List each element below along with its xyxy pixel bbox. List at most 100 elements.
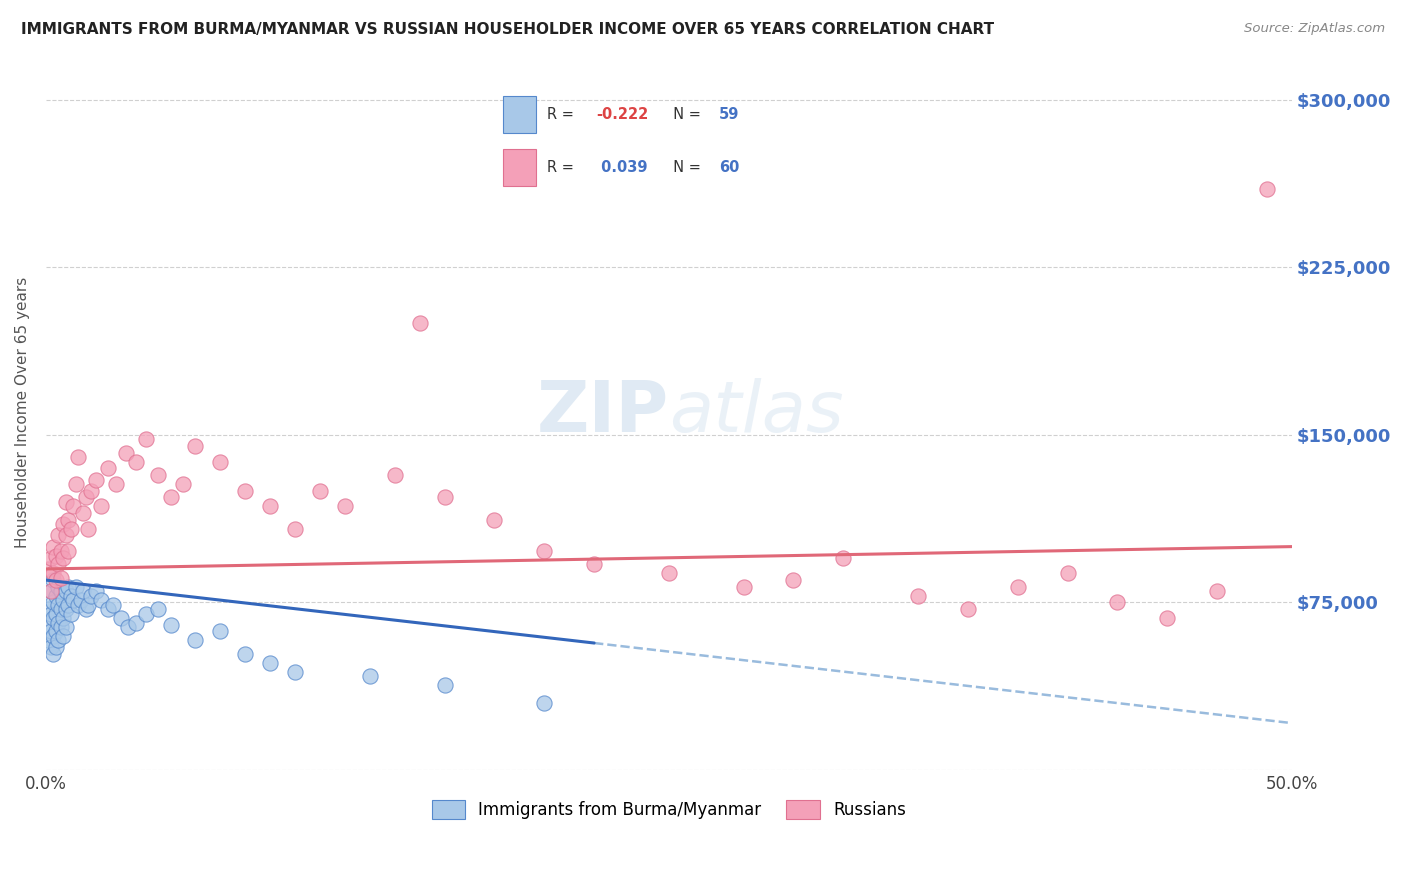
Point [39, 607, 62, 621]
Point [37, 617, 59, 632]
Point [80, 483, 103, 498]
Point [62, 500, 84, 514]
Point [97, 461, 120, 475]
Point [48, 528, 70, 542]
Point [42, 566, 65, 581]
Point [49, 620, 72, 634]
Point [52, 517, 75, 532]
Point [484, 513, 506, 527]
Point [259, 500, 281, 514]
Point [37, 602, 59, 616]
Point [52, 550, 75, 565]
Point [59, 589, 82, 603]
Point [39, 584, 62, 599]
Point [84, 584, 107, 599]
Point [48, 580, 70, 594]
Point [409, 316, 432, 330]
Point [184, 439, 207, 453]
Point [97, 602, 120, 616]
Point [45, 573, 67, 587]
Point [1007, 580, 1029, 594]
Point [55, 495, 77, 509]
Point [42, 629, 65, 643]
Point [1056, 566, 1078, 581]
Point [42, 573, 65, 587]
Point [124, 455, 146, 469]
Point [359, 669, 381, 683]
Point [956, 602, 979, 616]
Y-axis label: Householder Income Over 65 years: Householder Income Over 65 years [15, 277, 30, 549]
Point [209, 455, 232, 469]
Point [42, 647, 65, 661]
Point [55, 620, 77, 634]
Point [48, 558, 70, 572]
Point [58, 544, 80, 558]
Point [146, 602, 169, 616]
Point [135, 433, 157, 447]
Point [1206, 584, 1229, 599]
Point [52, 611, 75, 625]
Point [658, 566, 681, 581]
Point [39, 640, 62, 654]
Point [209, 624, 232, 639]
Point [65, 580, 87, 594]
Point [55, 584, 77, 599]
Point [1107, 595, 1129, 609]
Point [42, 540, 65, 554]
Point [70, 593, 93, 607]
Point [172, 477, 194, 491]
Point [333, 500, 356, 514]
Point [39, 624, 62, 639]
Point [58, 598, 80, 612]
Point [52, 593, 75, 607]
Point [49, 544, 72, 558]
Point [55, 602, 77, 616]
Point [37, 633, 59, 648]
Point [59, 522, 82, 536]
Point [733, 580, 755, 594]
Point [75, 602, 97, 616]
Point [90, 593, 112, 607]
Point [583, 558, 606, 572]
Point [55, 528, 77, 542]
Point [907, 589, 929, 603]
Point [42, 611, 65, 625]
Point [124, 615, 146, 630]
Point [45, 607, 67, 621]
Point [45, 624, 67, 639]
Point [72, 584, 94, 599]
Point [233, 483, 256, 498]
Point [45, 640, 67, 654]
Point [384, 468, 406, 483]
Point [39, 550, 62, 565]
Text: Source: ZipAtlas.com: Source: ZipAtlas.com [1244, 22, 1385, 36]
Point [45, 589, 67, 603]
Point [62, 593, 84, 607]
Point [67, 450, 90, 465]
Point [533, 696, 555, 710]
Point [77, 522, 100, 536]
Point [90, 500, 112, 514]
Point [184, 633, 207, 648]
Point [75, 491, 97, 505]
Point [114, 446, 136, 460]
Point [45, 549, 67, 563]
Point [159, 491, 181, 505]
Point [72, 506, 94, 520]
Point [233, 647, 256, 661]
Point [104, 477, 127, 491]
Point [433, 678, 456, 692]
Point [58, 513, 80, 527]
Legend: Immigrants from Burma/Myanmar, Russians: Immigrants from Burma/Myanmar, Russians [425, 793, 912, 826]
Point [49, 602, 72, 616]
Point [39, 584, 62, 599]
Point [159, 617, 181, 632]
Point [103, 598, 125, 612]
Point [80, 589, 103, 603]
Point [48, 598, 70, 612]
Point [309, 483, 332, 498]
Point [533, 544, 555, 558]
Point [433, 491, 456, 505]
Point [49, 584, 72, 599]
Point [117, 620, 139, 634]
